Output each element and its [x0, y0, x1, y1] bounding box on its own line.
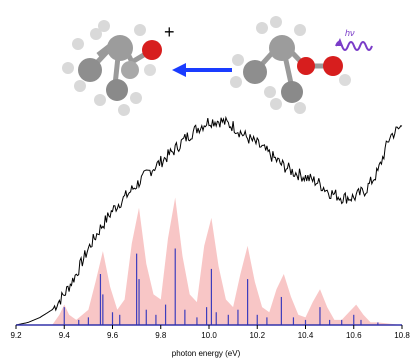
x-tick-label: 9.2 [10, 331, 22, 340]
x-tick-label: 9.8 [155, 331, 167, 340]
radical-cation-label: + [164, 22, 175, 42]
photon-arrowhead-icon [336, 38, 343, 46]
x-tick-label: 10.2 [249, 331, 265, 340]
simulated-envelope-layer [16, 197, 402, 325]
simulated-envelope-area [16, 197, 402, 325]
stick-transitions-layer [63, 248, 379, 325]
x-tick-label: 10.0 [201, 331, 217, 340]
measured-spectrum-layer [15, 115, 403, 326]
x-axis-label: photon energy (eV) [172, 349, 241, 358]
x-tick-label: 10.6 [346, 331, 362, 340]
x-tick-label: 10.8 [394, 331, 410, 340]
x-tick-label: 9.6 [107, 331, 119, 340]
measured-spectrum-line [15, 115, 403, 326]
x-tick-label: 10.4 [298, 331, 314, 340]
ionization-arrow [172, 63, 232, 77]
x-tick-label: 9.4 [59, 331, 71, 340]
molecule-neutral-drawing [230, 16, 351, 114]
photon-label: hν [345, 28, 355, 38]
x-ticks: 9.2 9.4 9.6 9.8 10.0 10.2 10.4 10.6 10.8 [10, 325, 410, 340]
molecule-cation-drawing [62, 20, 162, 116]
